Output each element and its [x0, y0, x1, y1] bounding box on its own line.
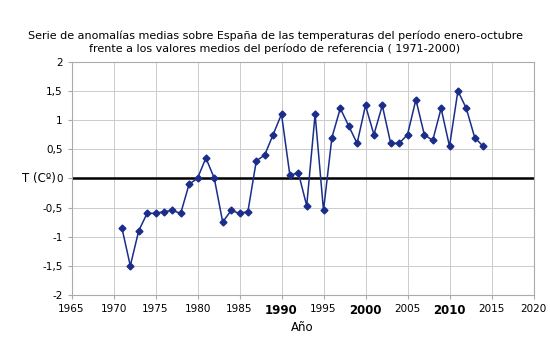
X-axis label: Año: Año: [291, 321, 314, 334]
Text: Serie de anomalías medias sobre España de las temperaturas del período enero-oct: Serie de anomalías medias sobre España d…: [28, 31, 522, 54]
Y-axis label: T (Cº): T (Cº): [23, 172, 56, 185]
